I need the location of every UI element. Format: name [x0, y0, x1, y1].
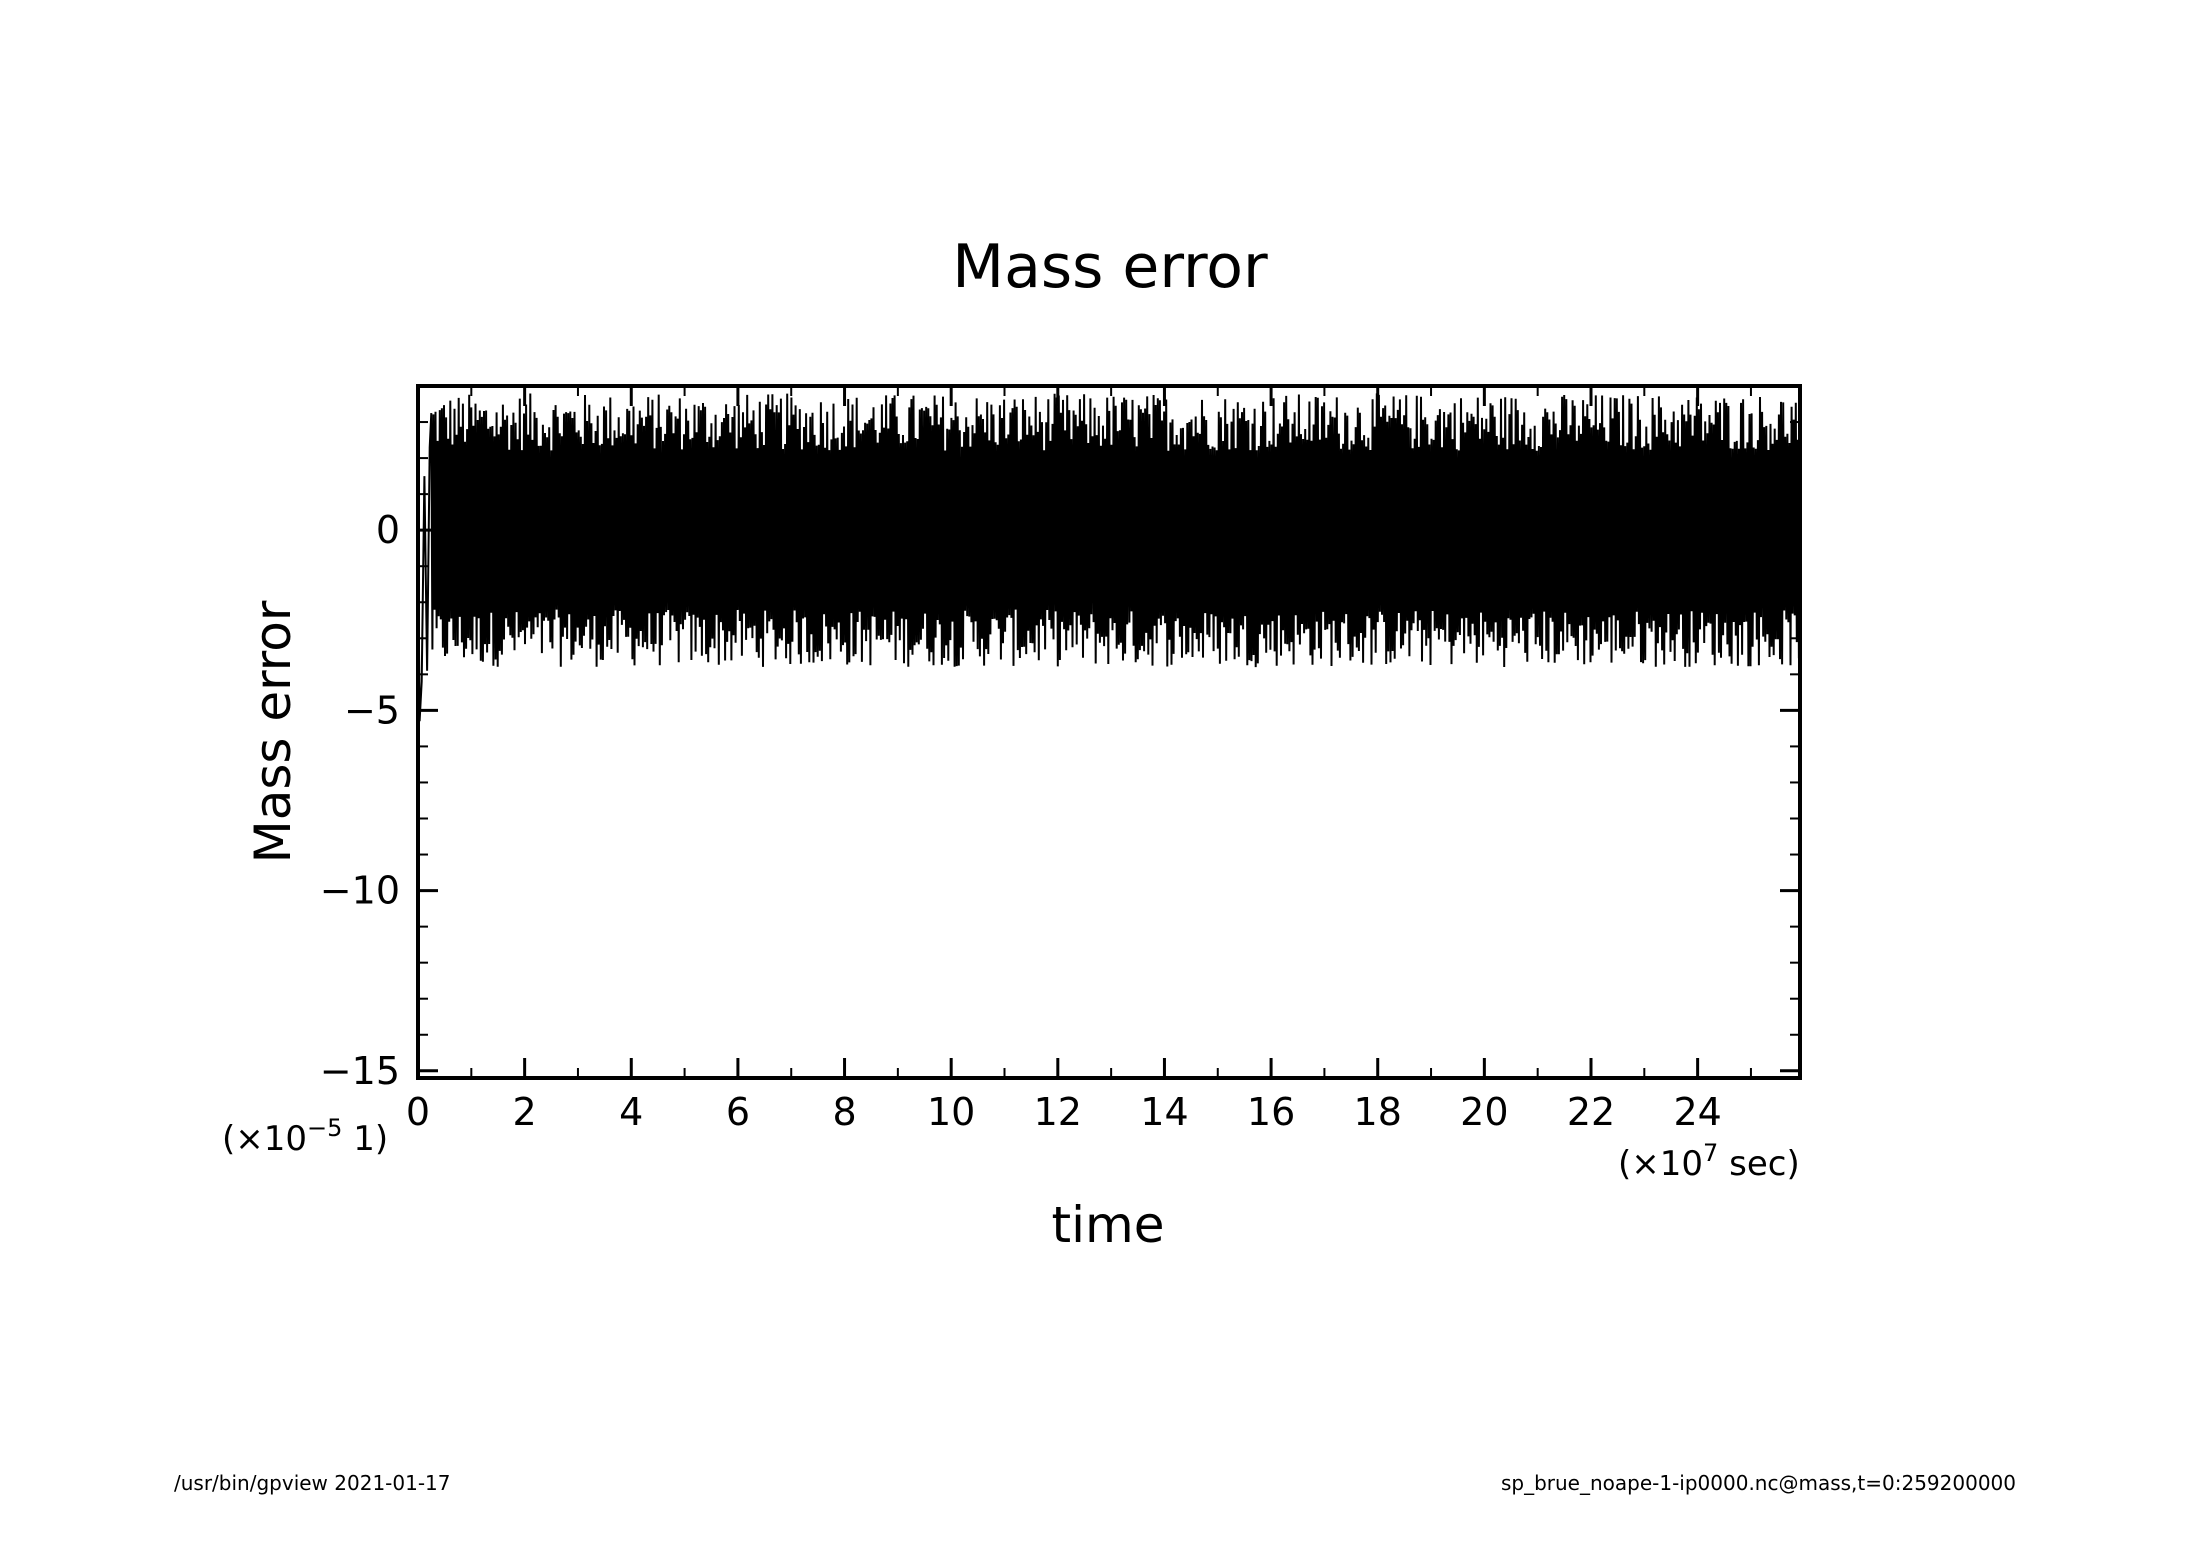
footer-left-text: /usr/bin/gpview 2021-01-17 [174, 1471, 451, 1495]
x-tick-label: 12 [1034, 1090, 1082, 1134]
x-tick-label: 0 [406, 1090, 430, 1134]
y-scale-label: (×10−5 1) [222, 1114, 388, 1159]
y-tick-label: −10 [320, 869, 400, 913]
y-axis: −15 −10 −5 0 [320, 421, 1800, 1093]
x-tick-label: 24 [1673, 1090, 1721, 1134]
y-tick-label: −15 [320, 1049, 400, 1093]
x-scale-exponent: 7 [1703, 1139, 1718, 1167]
x-scale-prefix: (×10 [1618, 1144, 1703, 1184]
x-axis: 0 2 4 6 8 10 12 14 16 18 20 22 24 [406, 386, 1752, 1134]
x-tick-label: 4 [619, 1090, 643, 1134]
plot-area: 0 2 4 6 8 10 12 14 16 18 20 22 24 −15−10−50 [320, 384, 1802, 1134]
footer-right-text: sp_brue_noape-1-ip0000.nc@mass,t=0:25920… [1501, 1471, 2016, 1495]
x-scale-suffix: sec) [1718, 1144, 1799, 1184]
x-axis-label: time [1052, 1196, 1165, 1254]
x-tick-label: 2 [513, 1090, 537, 1134]
series-line-mass-error [417, 393, 1801, 722]
x-tick-label: 10 [927, 1090, 975, 1134]
x-tick-label: 22 [1567, 1090, 1615, 1134]
y-tick-label: 0 [376, 508, 400, 552]
y-tick-label: −5 [344, 688, 400, 732]
x-tick-label: 16 [1247, 1090, 1295, 1134]
chart-title: Mass error [952, 232, 1268, 302]
y-axis-label: Mass error [244, 600, 302, 863]
series-layer [417, 393, 1801, 722]
plot-frame [416, 384, 1802, 1080]
y-scale-exponent: −5 [307, 1114, 342, 1142]
x-tick-label: 14 [1140, 1090, 1188, 1134]
x-tick-label: 20 [1460, 1090, 1508, 1134]
x-scale-label: (×107 sec) [1618, 1139, 1800, 1184]
x-tick-label: 18 [1354, 1090, 1402, 1134]
y-scale-suffix: 1) [342, 1119, 388, 1159]
x-tick-label: 6 [726, 1090, 750, 1134]
x-tick-label: 8 [832, 1090, 856, 1134]
y-scale-prefix: (×10 [222, 1119, 307, 1159]
